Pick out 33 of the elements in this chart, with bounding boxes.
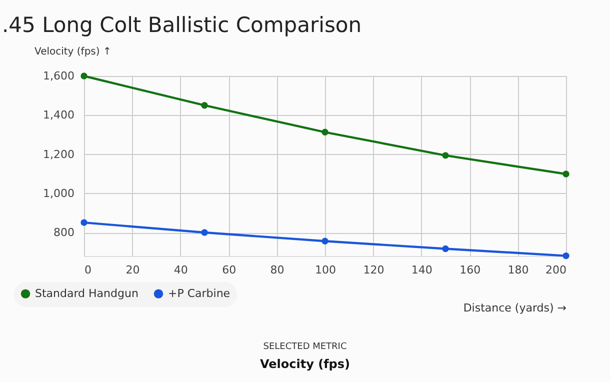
x-tick-label: 120	[363, 264, 384, 276]
x-tick-label: 180	[508, 264, 529, 276]
x-tick-label: 40	[174, 264, 188, 276]
point	[322, 238, 328, 244]
y-axis-title: Velocity (fps) ↑	[34, 46, 112, 58]
y-tick-label: 800	[54, 226, 74, 240]
x-tick-label: 100	[315, 264, 336, 276]
point	[562, 252, 570, 260]
x-tick-label: 0	[84, 264, 92, 276]
point	[442, 245, 449, 252]
legend-label: Standard Handgun	[35, 286, 138, 300]
x-tick-label: 80	[270, 264, 284, 276]
y-tick-label: 1,600	[43, 70, 74, 82]
point	[322, 128, 328, 136]
x-tick-label: 160	[460, 264, 481, 276]
point	[442, 152, 449, 159]
point	[80, 72, 88, 80]
point	[562, 170, 570, 178]
point	[201, 229, 208, 236]
y-tick-label: 1,400	[43, 108, 74, 122]
y-tick-label: 1,000	[43, 186, 74, 200]
point	[80, 219, 88, 226]
x-tick-label: 60	[222, 264, 236, 276]
x-tick-label: 20	[126, 264, 140, 276]
x-tick-label: 140	[411, 264, 432, 276]
point	[201, 102, 208, 109]
x-axis-title: Distance (yards) →	[463, 302, 566, 314]
legend-label: +P Carbine	[168, 286, 230, 300]
chart-title: .45 Long Colt Ballistic Comparison	[2, 13, 362, 37]
y-tick-label: 1,200	[43, 148, 74, 161]
text: SELECTED METRIC	[263, 342, 347, 352]
text: Velocity (fps)	[260, 357, 350, 371]
x-tick-label: 200	[546, 264, 566, 276]
